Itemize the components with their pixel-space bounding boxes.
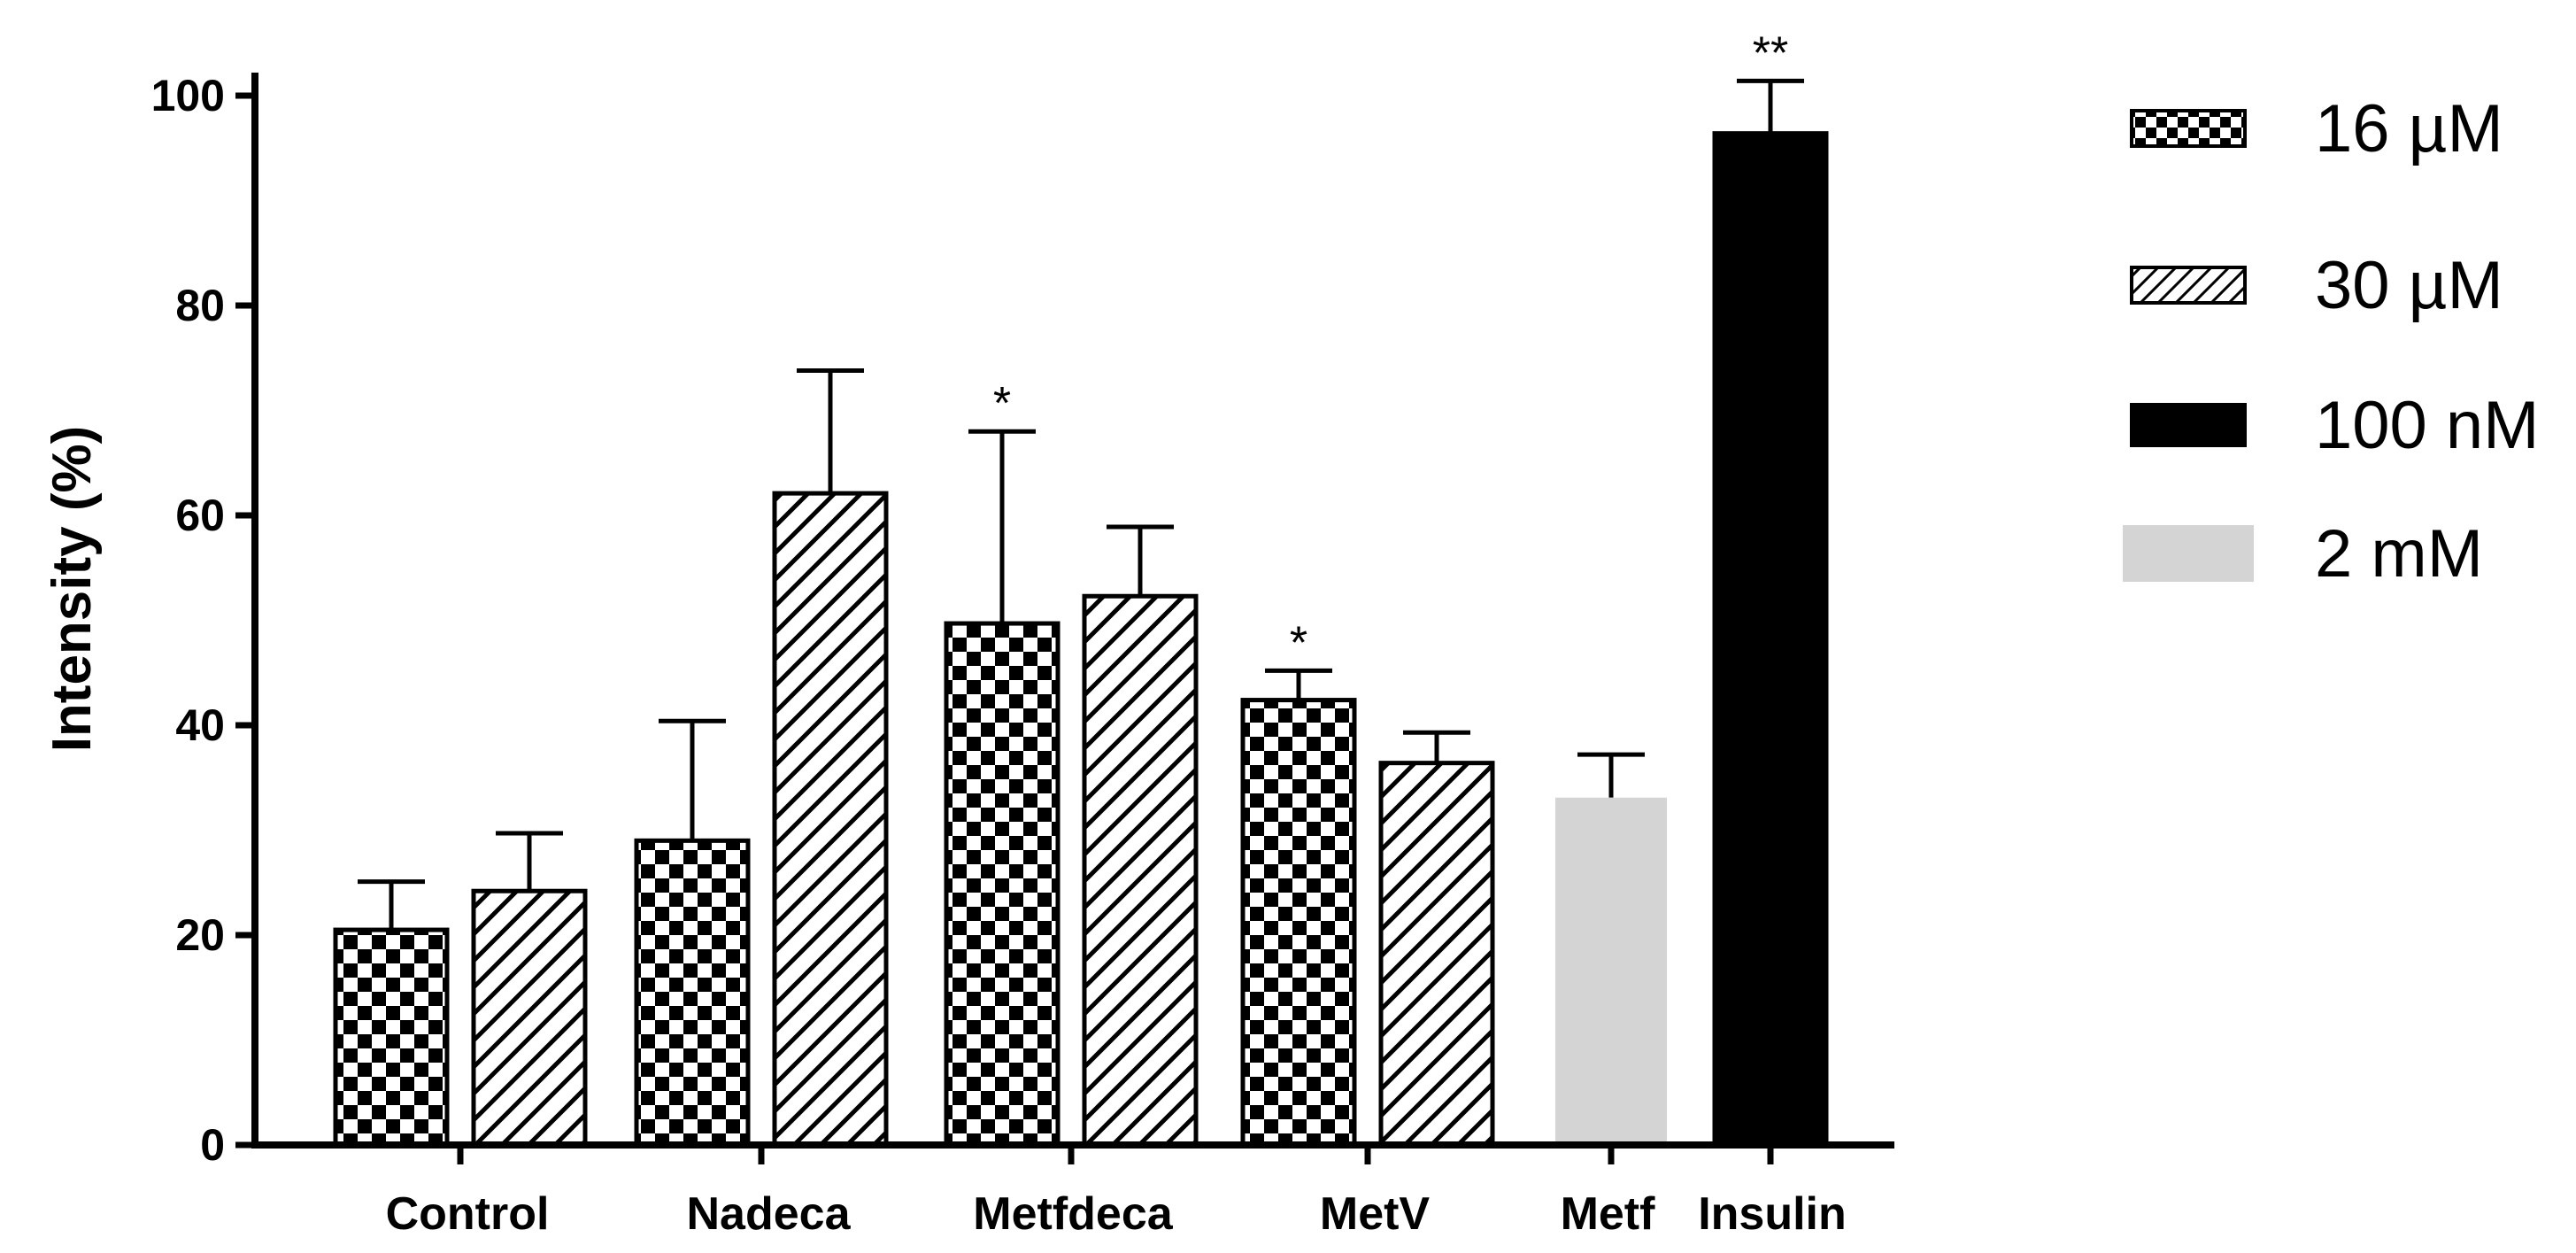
legend-label: 100 nM <box>2315 388 2540 463</box>
x-axis: Control Nadeca Metfdeca MetV Metf Insulin <box>251 1141 1894 1240</box>
bar-metv-2 <box>1378 761 1495 1148</box>
bar-series: **** <box>333 27 1829 1148</box>
legend: 16 µM 30 µM 100 nM 2 mM <box>2123 91 2540 592</box>
x-tick-label: Insulin <box>1698 1188 1847 1240</box>
x-tick-label: Control <box>386 1188 550 1240</box>
y-tick-label: 60 <box>175 491 225 540</box>
y-axis-title: Intensity (%) <box>42 426 103 753</box>
significance-marker: ** <box>1753 27 1788 79</box>
legend-swatch <box>2130 403 2247 447</box>
significance-marker: * <box>993 378 1011 429</box>
x-tick-label: MetV <box>1320 1188 1431 1240</box>
legend-label: 30 µM <box>2315 248 2503 323</box>
y-tick-label: 20 <box>175 910 225 960</box>
y-axis: 0 20 40 60 80 100 <box>151 71 258 1170</box>
legend-swatch <box>2130 266 2247 305</box>
x-tick-label: Metfdeca <box>973 1188 1173 1240</box>
bar-control-1 <box>333 927 450 1148</box>
legend-label: 2 mM <box>2315 516 2483 592</box>
y-tick-label: 0 <box>200 1120 225 1170</box>
legend-swatch <box>2123 525 2254 582</box>
y-tick-label: 40 <box>175 700 225 750</box>
legend-label: 16 µM <box>2315 91 2503 166</box>
x-tick-label: Nadeca <box>687 1188 852 1240</box>
bar-control-2 <box>471 888 588 1148</box>
bar-metfdeca-2 <box>1082 593 1199 1148</box>
y-tick-label: 80 <box>175 281 225 330</box>
bar-insulin-1 <box>1712 131 1829 1148</box>
bar-metf-1 <box>1555 797 1667 1145</box>
legend-swatch <box>2130 109 2247 148</box>
bar-metfdeca-1 <box>944 621 1060 1148</box>
x-tick-label: Metf <box>1561 1188 1656 1240</box>
bar-metv-1 <box>1240 698 1357 1148</box>
y-tick-label: 100 <box>151 71 225 120</box>
significance-marker: * <box>1290 617 1307 669</box>
bar-nadeca-2 <box>772 491 889 1148</box>
bar-nadeca-1 <box>634 838 751 1148</box>
